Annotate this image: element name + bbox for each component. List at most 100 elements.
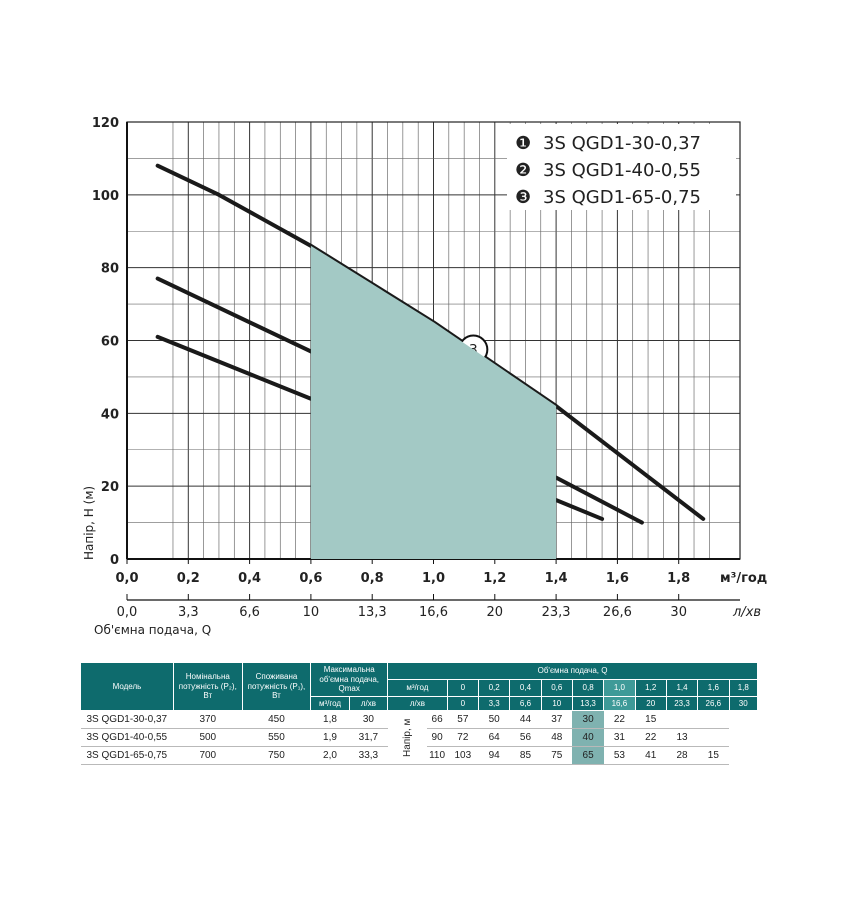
header-flow-lmin-value: 30: [728, 695, 758, 712]
x2-tick-label: 13,3: [358, 605, 387, 620]
cell-qmax-lmin: 31,7: [349, 728, 388, 748]
cell-head-value: 72: [447, 728, 479, 748]
cell-head-value: 31: [603, 728, 636, 748]
x-tick-label: 0,0: [115, 571, 138, 586]
header-nominal-power: Номінальна потужність (P₂), Вт: [172, 661, 243, 712]
cell-qmax-m3h: 1,8: [310, 710, 350, 730]
x2-tick-label: 16,6: [419, 605, 448, 620]
cell-head-value: 22: [603, 710, 636, 730]
cell-model: 3S QGD1-30-0,37: [80, 710, 174, 730]
cell-model: 3S QGD1-40-0,55: [80, 728, 174, 748]
header-flow-m3h-value: 0,8: [571, 678, 605, 697]
header-consumed-power: Споживана потужність (P₁), Вт: [241, 661, 312, 712]
cell-head-value: 15: [635, 710, 667, 730]
specification-table: Модель Номінальна потужність (P₂), Вт Сп…: [80, 661, 758, 766]
x-tick-label: 1,6: [606, 571, 629, 586]
legend-marker-1: ❶: [515, 133, 531, 154]
y-tick-label: 20: [101, 480, 119, 495]
cell-head-value: 41: [635, 746, 667, 766]
cell-p1: 550: [242, 728, 311, 748]
header-flow-lmin-value: 0: [446, 695, 480, 712]
cell-head-value: 57: [447, 710, 479, 730]
table-row: 3S QGD1-30-0,37 370 450 1,8 30 Напір, м 66 57 50…: [80, 710, 758, 765]
header-flow-m3h-value: 0,6: [540, 678, 573, 697]
cell-qmax-m3h: 1,9: [310, 728, 350, 748]
table-body: 3S QGD1-30-0,37 370 450 1,8 30 Напір, м 66 57 50…: [80, 710, 758, 766]
cell-head-value: 110: [426, 746, 448, 766]
header-flow-lmin-value: 13,3: [571, 695, 605, 712]
x-tick-label: 0,2: [177, 571, 200, 586]
legend-box: [507, 124, 736, 210]
x-tick-label: 0,4: [238, 571, 261, 586]
header-max-flow: Максимальна об'ємна подача, Qmax: [310, 662, 389, 697]
header-model: Модель: [80, 661, 174, 712]
cell-head-value: 50: [478, 710, 510, 730]
cell-head-value: 15: [697, 746, 729, 766]
y-tick-label: 60: [101, 335, 119, 350]
flow-axis-title: Об'ємна подача, Q: [94, 623, 211, 637]
header-flow-m3h-value: 0: [446, 678, 480, 697]
y-tick-label: 0: [110, 553, 119, 568]
cell-head-value: 48: [541, 728, 573, 748]
cell-head-value: 103: [447, 746, 479, 766]
cell-head-value: 13: [666, 728, 698, 748]
x2-tick-label: 26,6: [603, 605, 632, 620]
cell-model: 3S QGD1-65-0,75: [80, 746, 174, 766]
cell-head-value: 28: [666, 746, 698, 766]
x2-tick-label: 6,6: [239, 605, 260, 620]
cell-p1: 750: [242, 746, 311, 766]
header-flow-lmin-value: 16,6: [603, 695, 636, 712]
cell-head-value: 85: [509, 746, 542, 766]
x2-tick-label: 10: [303, 605, 320, 620]
cell-p2: 700: [173, 746, 243, 766]
header-unit-lmin: л/хв: [387, 695, 448, 712]
cell-head-value: 53: [603, 746, 636, 766]
header-flow-m3h-value: 1,2: [634, 678, 667, 697]
header-flow-lmin-value: 20: [634, 695, 667, 712]
header-qmax-lmin: л/хв: [348, 695, 389, 712]
cell-qmax-lmin: 33,3: [349, 746, 388, 766]
x-tick-label: 0,6: [299, 571, 322, 586]
header-flow-m3h-value: 0,4: [509, 678, 542, 697]
legend-marker-3: ❸: [515, 187, 531, 208]
legend-marker-2: ❷: [515, 160, 531, 181]
cell-head-value: 66: [426, 710, 448, 730]
cell-head-value: 75: [541, 746, 573, 766]
header-flow-m3h-value: 1,8: [728, 678, 758, 697]
cell-head-value: [666, 710, 698, 730]
recommended-range-fill: [310, 245, 557, 560]
specification-table-wrap: Модель Номінальна потужність (P₂), Вт Сп…: [80, 661, 758, 766]
header-flow-m3h-value: 1,0: [603, 678, 636, 697]
cell-p1: 450: [242, 710, 311, 730]
y-tick-label: 100: [92, 189, 119, 204]
header-flow-lmin-value: 23,3: [665, 695, 699, 712]
x2-tick-label: 30: [670, 605, 687, 620]
cell-head-value: 30: [572, 710, 604, 730]
x-axis-unit-label: м³/год: [720, 571, 767, 586]
header-flow-m3h-value: 1,6: [697, 678, 730, 697]
x-tick-label: 1,0: [422, 571, 445, 586]
cell-head-value: [697, 710, 729, 730]
legend-label-3: 3S QGD1-65-0,75: [543, 187, 701, 208]
chart-legend: ❶ 3S QGD1-30-0,37 ❷ 3S QGD1-40-0,55 ❸ 3S QGD1…: [507, 124, 736, 210]
cell-p2: 500: [173, 728, 243, 748]
cell-head-value: 64: [478, 728, 510, 748]
cell-qmax-lmin: 30: [349, 710, 388, 730]
x2-axis-unit-label: л/хв: [732, 605, 761, 620]
x-tick-label: 1,2: [483, 571, 506, 586]
cell-head-value: 65: [572, 746, 604, 766]
cell-head-value: 37: [541, 710, 573, 730]
cell-head-value: 22: [635, 728, 667, 748]
x-tick-label: 0,8: [361, 571, 384, 586]
header-flow-lmin-value: 6,6: [509, 695, 542, 712]
y-tick-label: 80: [101, 262, 119, 277]
x2-tick-label: 3,3: [178, 605, 199, 620]
legend-label-2: 3S QGD1-40-0,55: [543, 160, 701, 181]
header-flow-m3h-value: 0,2: [477, 678, 511, 697]
x-tick-label: 1,4: [545, 571, 568, 586]
cell-head-value: 56: [509, 728, 542, 748]
header-unit-m3h: м³/год: [387, 678, 448, 697]
y-axis-label: Напір, Н (м): [82, 486, 96, 560]
x2-tick-label: 23,3: [542, 605, 571, 620]
